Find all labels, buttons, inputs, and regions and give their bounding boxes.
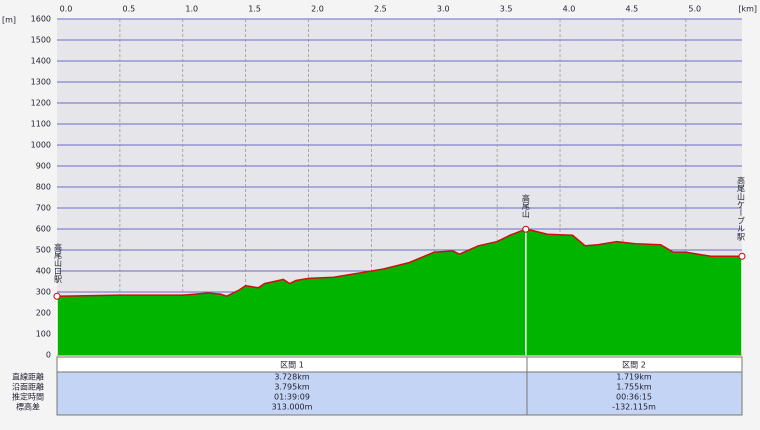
y-tick-label: 1600 [31, 15, 51, 24]
table-cell: 1.719km [616, 373, 652, 382]
elevation-line [56, 228, 742, 298]
x-tick-label: 0.0 [60, 5, 73, 14]
y-tick-label: 1300 [31, 78, 51, 87]
y-tick-label: 1200 [31, 99, 51, 108]
y-tick-label: 900 [36, 162, 51, 171]
table-cell: 1.755km [616, 383, 652, 392]
y-tick-label: 700 [36, 204, 51, 213]
x-tick-label: 1.0 [185, 5, 198, 14]
table: 区間 1 区間 2 直線距離 3.728km 1.719km 沿面距離 3.795km 1.7… [12, 356, 743, 416]
row-label: 推定時間 [12, 392, 44, 402]
station-label: 高尾山口駅 [54, 242, 63, 284]
table-header-cell: 区間 1 [280, 361, 304, 370]
x-tick-label: 4.0 [563, 5, 576, 14]
table-cell: 313.000m [272, 403, 313, 412]
station-marker [738, 252, 746, 260]
station-label: 高尾山 [521, 193, 530, 219]
elevation-area [57, 229, 742, 355]
y-tick-label: 100 [36, 330, 51, 339]
y-tick-label: 0 [46, 351, 51, 360]
x-tick-label: 5.0 [688, 5, 701, 14]
x-tick-label: 2.0 [311, 5, 324, 14]
x-tick-label: 0.5 [123, 5, 136, 14]
y-tick-label: 1000 [31, 141, 51, 150]
y-tick-label: 1400 [31, 57, 51, 66]
x-unit: [km] [738, 5, 757, 14]
station-marker [53, 292, 61, 300]
x-tick-label: 1.5 [248, 5, 261, 14]
row-label: 沿面距離 [12, 382, 44, 392]
x-tick-label: 3.0 [437, 5, 450, 14]
y-tick-label: 200 [36, 309, 51, 318]
x-tick-label: 3.5 [500, 5, 513, 14]
y-tick-label: 300 [36, 288, 51, 297]
table-cell: 01:39:09 [274, 393, 310, 402]
table-cell: 3.728km [274, 373, 310, 382]
x-tick-label: 4.5 [626, 5, 639, 14]
station-label: 高尾山ケーブル駅 [737, 175, 746, 241]
station-marker [522, 225, 530, 233]
y-tick-label: 600 [36, 225, 51, 234]
table-cell: -132.115m [612, 403, 656, 412]
row-label: 標高差 [16, 402, 40, 412]
table-cell: 3.795km [274, 383, 310, 392]
row-label: 直線距離 [12, 372, 44, 382]
y-tick-label: 1100 [31, 120, 51, 129]
y-unit: [m] [2, 16, 16, 25]
y-tick-label: 500 [36, 246, 51, 255]
y-tick-label: 1500 [31, 36, 51, 45]
x-tick-label: 2.5 [374, 5, 387, 14]
y-tick-label: 800 [36, 183, 51, 192]
table-cell: 00:36:15 [616, 393, 652, 402]
table-body [56, 371, 743, 416]
y-tick-label: 400 [36, 267, 51, 276]
table-header-cell: 区間 2 [622, 361, 646, 370]
